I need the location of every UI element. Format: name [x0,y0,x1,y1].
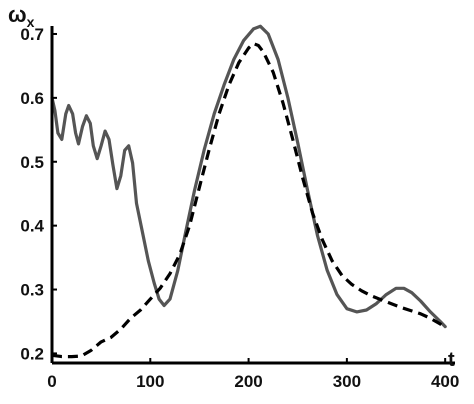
y-axis-label-symbol: ω [8,2,27,27]
y-tick-label: 0.3 [20,281,44,300]
series-layer [50,24,447,359]
y-tick-label: 0.4 [20,217,44,236]
solid-series-line [50,24,447,329]
y-tick-label: 0.7 [20,25,44,44]
labels-layer: 0 100 200 300 400 0.2 0.3 0.4 0.5 0.6 0.7 [20,25,459,391]
x-tick-label: 0 [47,372,56,391]
x-tick-label: 100 [136,372,164,391]
x-tick-label: 200 [234,372,262,391]
x-axis-label: t [448,349,455,371]
y-tick-label: 0.5 [20,153,44,172]
x-tick-label: 300 [333,372,361,391]
y-tick-label: 0.6 [20,89,44,108]
y-axis-label: ωx [8,2,35,30]
y-axis-label-subscript: x [27,14,35,30]
axes-layer [50,26,455,365]
y-tick-label: 0.2 [20,344,44,363]
dashed-series-line [51,42,447,359]
x-tick-label: 400 [431,372,459,391]
